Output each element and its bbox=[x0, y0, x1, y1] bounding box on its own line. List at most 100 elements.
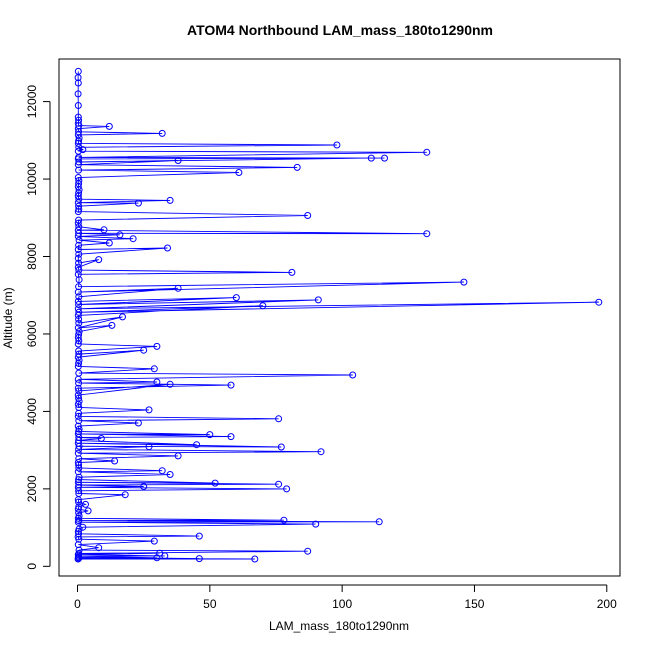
data-point bbox=[166, 380, 174, 388]
data-point bbox=[150, 365, 158, 373]
data-point bbox=[74, 459, 82, 466]
data-point bbox=[75, 229, 83, 237]
data-point bbox=[75, 481, 83, 489]
data-point bbox=[227, 433, 235, 441]
series-line bbox=[77, 71, 599, 560]
data-point bbox=[166, 196, 174, 204]
data-point bbox=[75, 283, 83, 291]
data-point bbox=[312, 520, 320, 528]
y-tick-label: 2000 bbox=[25, 475, 39, 502]
data-point bbox=[174, 284, 182, 292]
y-tick-label: 6000 bbox=[25, 320, 39, 347]
data-point bbox=[206, 431, 214, 439]
data-point bbox=[75, 550, 83, 557]
data-point bbox=[129, 235, 137, 243]
data-point bbox=[74, 79, 82, 87]
data-point bbox=[153, 378, 161, 386]
data-point bbox=[75, 331, 83, 339]
data-point bbox=[75, 350, 83, 358]
data-point bbox=[317, 448, 325, 456]
data-point bbox=[75, 328, 83, 336]
data-point bbox=[211, 479, 219, 487]
x-axis: 0 50 100 150 200 bbox=[74, 584, 617, 611]
data-point bbox=[79, 146, 87, 154]
data-point bbox=[75, 369, 83, 377]
data-point bbox=[423, 148, 431, 156]
data-point bbox=[140, 483, 148, 490]
y-axis-label: Altitude (m) bbox=[1, 287, 15, 348]
data-point bbox=[75, 216, 83, 224]
y-tick-label: 12000 bbox=[25, 85, 39, 119]
data-point bbox=[195, 555, 203, 563]
data-point bbox=[75, 301, 83, 308]
series-layer bbox=[74, 67, 603, 563]
y-tick-label: 4000 bbox=[25, 398, 39, 425]
data-point bbox=[174, 157, 182, 164]
data-point bbox=[95, 256, 103, 264]
data-point bbox=[105, 122, 113, 130]
data-point bbox=[275, 415, 283, 423]
chart-title: ATOM4 Northbound LAM_mass_180to1290nm bbox=[187, 22, 493, 38]
data-point bbox=[75, 512, 83, 520]
data-point bbox=[74, 422, 82, 430]
data-point bbox=[333, 141, 341, 149]
data-point bbox=[150, 537, 158, 545]
data-point bbox=[75, 177, 83, 185]
data-point bbox=[156, 549, 164, 557]
data-point bbox=[74, 449, 82, 457]
data-point bbox=[75, 250, 83, 258]
data-point bbox=[75, 202, 83, 210]
data-point bbox=[108, 321, 116, 329]
data-point bbox=[116, 231, 124, 239]
data-point bbox=[75, 315, 83, 323]
data-point bbox=[75, 417, 83, 425]
data-point bbox=[74, 288, 82, 296]
x-tick-label: 150 bbox=[464, 597, 484, 611]
data-point bbox=[595, 298, 603, 306]
data-point bbox=[75, 530, 83, 538]
data-point bbox=[74, 533, 82, 541]
data-point bbox=[74, 174, 82, 181]
data-point bbox=[74, 468, 82, 476]
data-point bbox=[74, 67, 82, 75]
data-point bbox=[75, 158, 83, 166]
data-point bbox=[74, 90, 82, 98]
data-point bbox=[275, 480, 283, 488]
data-point bbox=[74, 125, 82, 133]
data-point bbox=[280, 516, 288, 524]
data-point bbox=[74, 139, 82, 147]
data-point bbox=[140, 346, 148, 354]
data-point bbox=[145, 406, 153, 414]
data-point bbox=[84, 507, 92, 515]
data-point bbox=[134, 419, 142, 427]
data-point bbox=[277, 443, 285, 451]
data-point bbox=[75, 241, 83, 249]
data-point bbox=[74, 270, 82, 278]
data-point bbox=[74, 219, 82, 227]
data-point bbox=[75, 437, 83, 444]
data-point bbox=[158, 129, 166, 137]
data-point bbox=[74, 384, 82, 392]
data-point bbox=[232, 294, 240, 302]
data-point bbox=[75, 319, 83, 327]
data-point bbox=[111, 457, 119, 465]
data-point bbox=[75, 293, 83, 301]
data-point bbox=[74, 430, 82, 438]
data-point bbox=[75, 259, 83, 267]
data-point bbox=[82, 500, 89, 508]
data-point bbox=[75, 525, 83, 533]
data-point bbox=[314, 296, 322, 304]
data-point bbox=[195, 532, 203, 540]
data-point bbox=[235, 169, 243, 176]
data-point bbox=[145, 443, 153, 451]
data-point bbox=[74, 102, 82, 109]
data-point bbox=[74, 263, 82, 271]
data-point bbox=[153, 342, 161, 350]
data-point bbox=[164, 244, 171, 252]
data-point bbox=[288, 268, 296, 276]
data-point bbox=[283, 485, 291, 493]
data-point bbox=[74, 147, 82, 155]
y-tick-label: 0 bbox=[25, 563, 39, 570]
data-point bbox=[97, 435, 105, 442]
